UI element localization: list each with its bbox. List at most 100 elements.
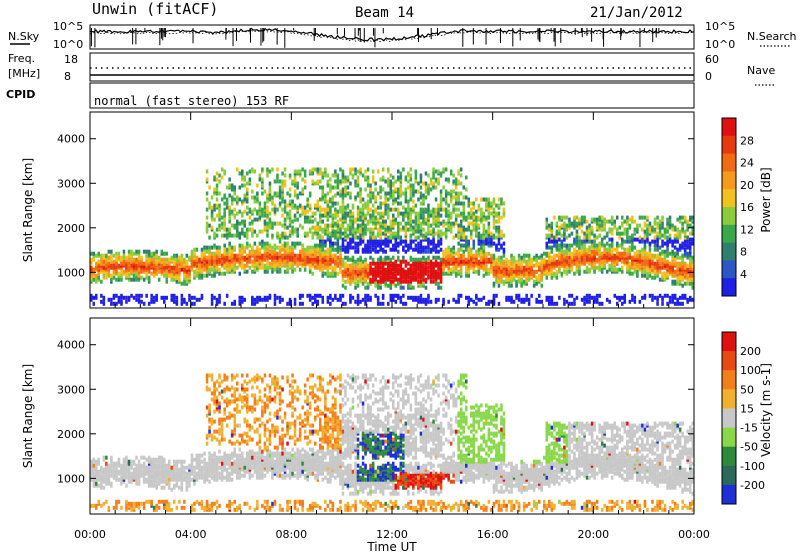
- echo-cell: [256, 245, 259, 250]
- echo-cell: [417, 223, 420, 228]
- echo-cell: [407, 199, 410, 204]
- echo-cell: [316, 179, 320, 184]
- echo-cell: [465, 257, 468, 262]
- echo-cell: [228, 231, 231, 236]
- echo-cell: [689, 281, 692, 286]
- echo-cell: [394, 207, 398, 212]
- echo-cell: [215, 197, 219, 202]
- echo-cell: [324, 271, 327, 276]
- echo-cell: [374, 181, 377, 186]
- echo-cell: [432, 167, 435, 172]
- echo-cell: [321, 219, 325, 224]
- echo-cell: [246, 235, 249, 240]
- echo-cell: [434, 269, 438, 274]
- echo-cell: [454, 299, 458, 304]
- echo-cell: [452, 265, 455, 270]
- echo-cell: [163, 265, 166, 270]
- echo-cell: [374, 221, 377, 226]
- echo-cell: [422, 181, 425, 186]
- echo-cell: [142, 301, 146, 306]
- echo-cell: [112, 253, 116, 258]
- echo-cell: [281, 231, 284, 236]
- echo-cell: [631, 233, 634, 238]
- echo-cell: [339, 167, 342, 172]
- echo-cell: [691, 259, 695, 264]
- echo-cell: [689, 261, 692, 266]
- echo-cell: [356, 279, 360, 284]
- echo-cell: [389, 207, 393, 212]
- echo-cell: [459, 271, 463, 276]
- echo-cell: [462, 215, 466, 220]
- echo-cell: [480, 297, 483, 302]
- echo-cell: [324, 231, 327, 236]
- echo-cell: [253, 253, 257, 258]
- echo-cell: [389, 263, 393, 268]
- echo-cell: [283, 183, 287, 188]
- echo-cell: [238, 209, 242, 214]
- echo-cell: [311, 231, 315, 236]
- echo-cell: [502, 233, 506, 238]
- echo-cell: [497, 301, 501, 306]
- echo-cell: [580, 229, 584, 234]
- echo-cell: [467, 197, 471, 202]
- echo-cell: [354, 299, 357, 304]
- echo-cell: [490, 269, 493, 274]
- echo-cell: [540, 283, 544, 288]
- echo-cell: [334, 169, 337, 174]
- echo-cell: [329, 177, 332, 182]
- echo-cell: [663, 271, 667, 276]
- echo-cell: [437, 285, 440, 290]
- echo-cell: [399, 295, 403, 300]
- echo-cell: [246, 205, 249, 210]
- echo-cell: [643, 243, 647, 248]
- echo-cell: [298, 301, 302, 306]
- echo-cell: [361, 203, 365, 208]
- echo-cell: [374, 261, 377, 266]
- echo-cell: [475, 209, 478, 214]
- echo-cell: [336, 227, 340, 232]
- echo-cell: [213, 243, 216, 248]
- echo-cell: [243, 249, 247, 254]
- echo-cell: [535, 297, 538, 302]
- echo-cell: [429, 299, 433, 304]
- echo-cell: [643, 235, 647, 240]
- echo-cell: [492, 271, 496, 276]
- echo-cell: [454, 217, 458, 222]
- echo-cell: [276, 173, 279, 178]
- echo-cell: [223, 193, 226, 198]
- echo-cell: [482, 235, 486, 240]
- echo-cell: [384, 203, 387, 208]
- echo-cell: [638, 249, 642, 254]
- echo-cell: [608, 263, 611, 268]
- echo-cell: [490, 253, 493, 258]
- echo-cell: [223, 233, 226, 238]
- echo-cell: [271, 253, 274, 258]
- echo-cell: [404, 231, 408, 236]
- echo-cell: [376, 279, 380, 284]
- echo-cell: [246, 253, 249, 258]
- echo-cell: [351, 229, 355, 234]
- echo-cell: [376, 231, 380, 236]
- echo-cell: [314, 211, 317, 216]
- echo-cell: [470, 235, 473, 240]
- echo-cell: [465, 239, 468, 244]
- echo-cell: [643, 255, 647, 260]
- echo-cell: [530, 257, 533, 262]
- echo-cell: [553, 271, 556, 276]
- echo-cell: [243, 193, 247, 198]
- echo-cell: [399, 259, 403, 264]
- echo-cell: [419, 191, 423, 196]
- echo-cell: [492, 221, 496, 226]
- echo-cell: [387, 255, 390, 260]
- echo-cell: [319, 243, 322, 248]
- echo-cell: [570, 221, 574, 226]
- echo-cell: [283, 231, 287, 236]
- echo-cell: [241, 247, 244, 252]
- echo-cell: [678, 215, 682, 220]
- echo-cell: [334, 193, 337, 198]
- echo-cell: [218, 207, 221, 212]
- echo-cell: [402, 285, 405, 290]
- echo-cell: [482, 211, 486, 216]
- echo-cell: [329, 271, 332, 276]
- echo-cell: [457, 297, 460, 302]
